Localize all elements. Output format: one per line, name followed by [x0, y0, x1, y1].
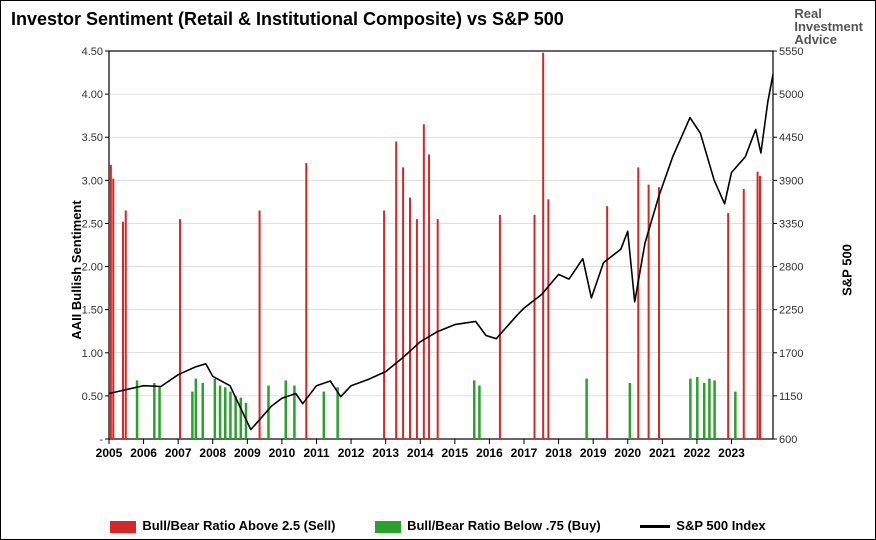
svg-text:2005: 2005: [96, 446, 123, 460]
svg-text:5000: 5000: [779, 89, 803, 101]
svg-text:2011: 2011: [303, 446, 329, 460]
svg-text:2.00: 2.00: [82, 262, 103, 274]
legend-buy-label: Bull/Bear Ratio Below .75 (Buy): [407, 518, 601, 533]
svg-text:4450: 4450: [779, 132, 803, 144]
svg-text:2018: 2018: [545, 446, 572, 460]
svg-text:2012: 2012: [338, 446, 365, 460]
svg-text:2022: 2022: [684, 446, 711, 460]
legend-buy-swatch: [375, 521, 401, 533]
svg-text:4.00: 4.00: [82, 89, 103, 101]
svg-text:2250: 2250: [779, 305, 803, 317]
svg-text:2007: 2007: [165, 446, 192, 460]
chart-title: Investor Sentiment (Retail & Institution…: [11, 9, 564, 30]
right-axis-label: S&P 500: [840, 244, 855, 296]
chart-container: Investor Sentiment (Retail & Institution…: [0, 0, 876, 540]
legend-sell-label: Bull/Bear Ratio Above 2.5 (Sell): [142, 518, 335, 533]
svg-text:2006: 2006: [130, 446, 157, 460]
svg-text:1700: 1700: [779, 348, 803, 360]
svg-text:2.50: 2.50: [82, 218, 103, 230]
svg-text:1150: 1150: [779, 391, 803, 403]
svg-text:2023: 2023: [718, 446, 745, 460]
legend-sell-swatch: [110, 521, 136, 533]
legend-sp500-label: S&P 500 Index: [676, 518, 765, 533]
svg-text:5550: 5550: [779, 46, 803, 58]
svg-text:2014: 2014: [407, 446, 434, 460]
svg-text:3.50: 3.50: [82, 132, 103, 144]
svg-text:0.50: 0.50: [82, 391, 103, 403]
svg-text:2017: 2017: [511, 446, 538, 460]
svg-text:2009: 2009: [234, 446, 261, 460]
svg-text:2008: 2008: [199, 446, 226, 460]
svg-text:2010: 2010: [269, 446, 296, 460]
svg-text:1.00: 1.00: [82, 348, 103, 360]
svg-text:2015: 2015: [441, 446, 468, 460]
legend-sell: Bull/Bear Ratio Above 2.5 (Sell): [110, 518, 335, 533]
svg-text:2019: 2019: [580, 446, 607, 460]
svg-text:2013: 2013: [372, 446, 399, 460]
svg-text:600: 600: [779, 434, 797, 446]
legend: Bull/Bear Ratio Above 2.5 (Sell) Bull/Be…: [1, 518, 875, 533]
svg-text:3.00: 3.00: [82, 175, 103, 187]
legend-buy: Bull/Bear Ratio Below .75 (Buy): [375, 518, 601, 533]
svg-text:3900: 3900: [779, 175, 803, 187]
svg-text:-: -: [99, 434, 103, 446]
svg-text:2016: 2016: [476, 446, 503, 460]
legend-sp500-swatch: [640, 525, 670, 528]
legend-sp500: S&P 500 Index: [640, 518, 765, 533]
chart-svg: - 600 0.50 1150 1.00 1700 1.50 2250 2.00 2800 2.50…: [71, 45, 811, 465]
svg-text:2021: 2021: [649, 446, 676, 460]
brand-logo: Real Investment Advice: [794, 7, 863, 46]
svg-text:4.50: 4.50: [82, 46, 103, 58]
svg-text:2020: 2020: [614, 446, 641, 460]
svg-text:1.50: 1.50: [82, 305, 103, 317]
plot-area: - 600 0.50 1150 1.00 1700 1.50 2250 2.00 2800 2.50…: [71, 45, 811, 465]
svg-text:2800: 2800: [779, 262, 803, 274]
svg-text:3350: 3350: [779, 218, 803, 230]
